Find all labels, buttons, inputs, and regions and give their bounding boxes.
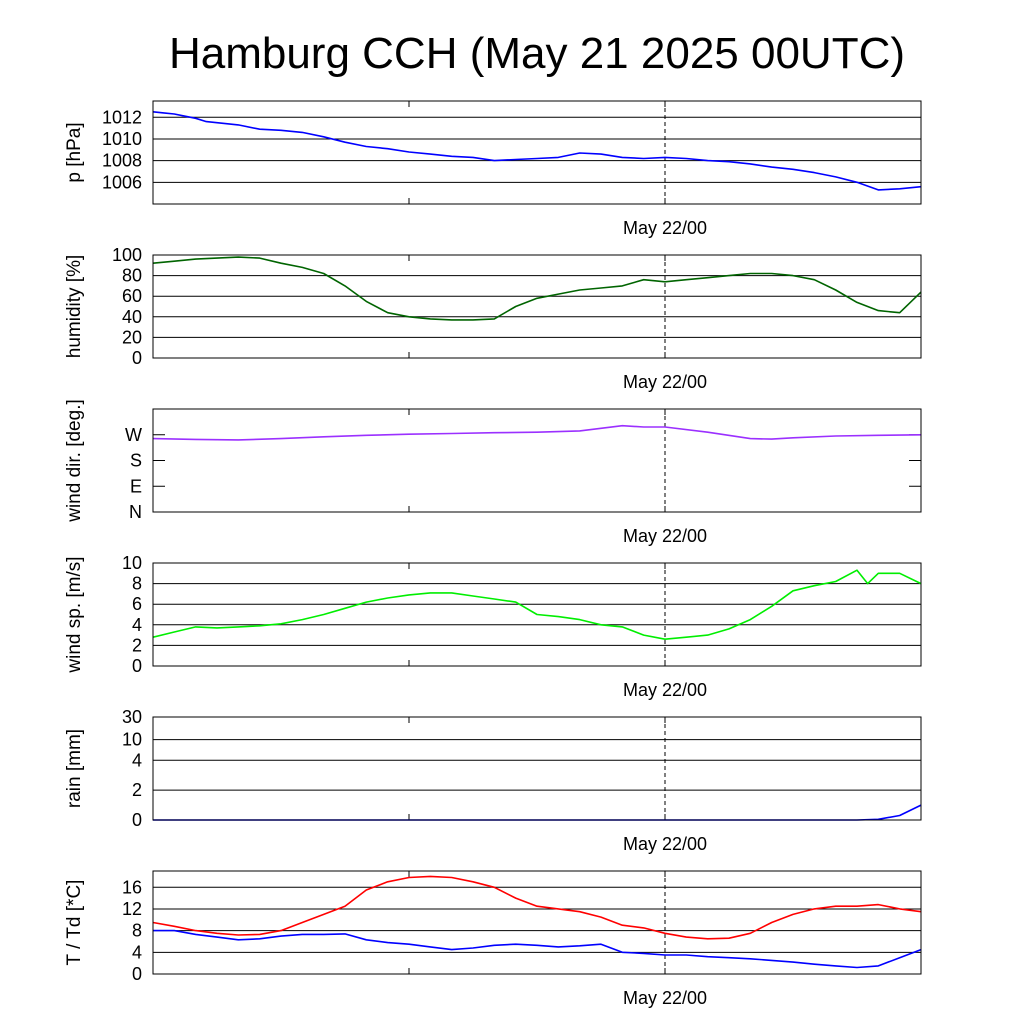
y-tick-label: 12 bbox=[122, 899, 142, 919]
plot-frame bbox=[152, 254, 922, 359]
plot-frame bbox=[152, 100, 922, 205]
y-axis-label: wind dir. [deg.] bbox=[64, 399, 85, 523]
series-line-1 bbox=[153, 804, 922, 821]
y-tick-label: 0 bbox=[132, 810, 142, 830]
y-tick-label: 4 bbox=[132, 942, 142, 962]
y-tick-label: N bbox=[129, 502, 142, 522]
y-axis-label: p [hPa] bbox=[64, 122, 85, 182]
plot-frame bbox=[152, 408, 922, 513]
chart-title: Hamburg CCH (May 21 2025 00UTC) bbox=[169, 29, 905, 78]
y-tick-label: 10 bbox=[122, 730, 142, 750]
y-tick-label: 10 bbox=[122, 553, 142, 573]
series-line-1 bbox=[152, 424, 922, 441]
y-tick-label: 1008 bbox=[102, 151, 142, 171]
y-tick-label: 100 bbox=[112, 245, 142, 265]
y-tick-label: 40 bbox=[122, 307, 142, 327]
y-tick-label: 0 bbox=[132, 964, 142, 984]
y-tick-label: 80 bbox=[122, 266, 142, 286]
y-tick-label: W bbox=[125, 425, 142, 445]
x-time-label: May 22/00 bbox=[623, 526, 707, 546]
x-time-label: May 22/00 bbox=[623, 372, 707, 392]
plot-frame bbox=[152, 870, 922, 975]
y-tick-label: 30 bbox=[122, 707, 142, 727]
y-axis-label: humidity [%] bbox=[64, 255, 85, 358]
x-time-label: May 22/00 bbox=[623, 680, 707, 700]
y-tick-label: 8 bbox=[132, 574, 142, 594]
y-axis-label: rain [mm] bbox=[64, 729, 85, 808]
y-tick-label: 0 bbox=[132, 656, 142, 676]
y-tick-label: 1010 bbox=[102, 129, 142, 149]
series-line-1 bbox=[152, 256, 922, 321]
y-tick-label: 4 bbox=[132, 615, 142, 635]
y-tick-label: 1012 bbox=[102, 107, 142, 127]
y-tick-label: 0 bbox=[132, 348, 142, 368]
y-tick-label: 4 bbox=[132, 750, 142, 770]
y-axis-label: wind sp. [m/s] bbox=[64, 556, 85, 673]
series-line-2 bbox=[153, 929, 922, 969]
plot-frame bbox=[152, 562, 922, 667]
y-tick-label: 2 bbox=[132, 635, 142, 655]
y-tick-label: 8 bbox=[132, 921, 142, 941]
y-tick-label: 1006 bbox=[102, 172, 142, 192]
x-time-label: May 22/00 bbox=[623, 988, 707, 1008]
series-line-1 bbox=[152, 569, 922, 641]
y-tick-label: 16 bbox=[122, 877, 142, 897]
y-tick-label: 6 bbox=[132, 594, 142, 614]
series-line-1 bbox=[152, 875, 922, 940]
y-tick-label: 60 bbox=[122, 286, 142, 306]
panel-5: 0 2 410 30 rain [mm] May 22/00 bbox=[64, 707, 922, 854]
x-time-label: May 22/00 bbox=[623, 834, 707, 854]
y-tick-label: 20 bbox=[122, 327, 142, 347]
y-tick-label: S bbox=[130, 451, 142, 471]
y-tick-label: E bbox=[130, 476, 142, 496]
y-tick-label: 2 bbox=[132, 780, 142, 800]
plot-frame bbox=[152, 716, 922, 821]
x-time-label: May 22/00 bbox=[623, 218, 707, 238]
series-line-1 bbox=[152, 111, 922, 191]
y-axis-label: T / Td [*C] bbox=[64, 880, 85, 966]
